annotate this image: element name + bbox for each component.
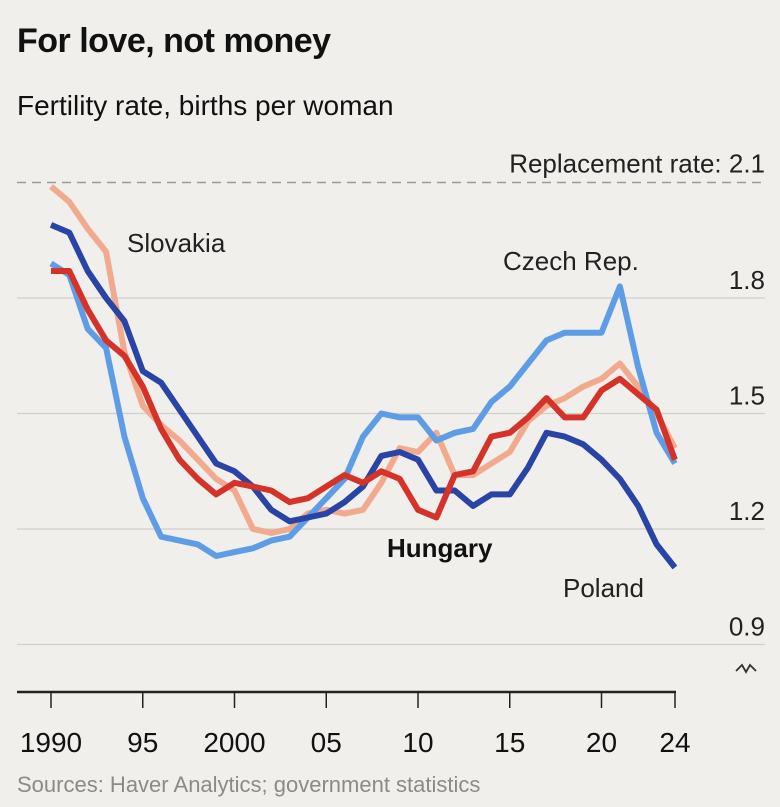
x-tick-label: 24 xyxy=(659,727,690,758)
series-label-czech-rep: Czech Rep. xyxy=(503,246,639,276)
series-line-hungary xyxy=(51,268,678,521)
y-tick-label: 1.8 xyxy=(729,265,765,295)
source-note: Sources: Haver Analytics; government sta… xyxy=(17,772,481,797)
series-label-slovakia: Slovakia xyxy=(127,228,226,258)
series-line-poland xyxy=(49,222,678,570)
x-tick-label: 05 xyxy=(311,727,342,758)
series-label-hungary: Hungary xyxy=(387,533,493,563)
chart-title: For love, not money xyxy=(17,22,331,60)
replacement-rate-label: Replacement rate: 2.1 xyxy=(509,149,765,179)
x-tick-label: 1990 xyxy=(20,727,82,758)
x-tick-label: 20 xyxy=(586,727,617,758)
y-tick-label: 1.5 xyxy=(729,381,765,411)
chart-subtitle: Fertility rate, births per woman xyxy=(17,90,394,121)
x-tick-label: 15 xyxy=(494,727,525,758)
x-tick-label: 95 xyxy=(127,727,158,758)
axis-break-icon xyxy=(735,663,757,674)
series-label-poland: Poland xyxy=(563,573,644,603)
series-line-czech-rep xyxy=(49,260,678,559)
y-tick-label: 0.9 xyxy=(729,612,765,642)
x-tick-label: 10 xyxy=(402,727,433,758)
x-tick-label: 2000 xyxy=(203,727,265,758)
y-tick-label: 1.2 xyxy=(729,496,765,526)
